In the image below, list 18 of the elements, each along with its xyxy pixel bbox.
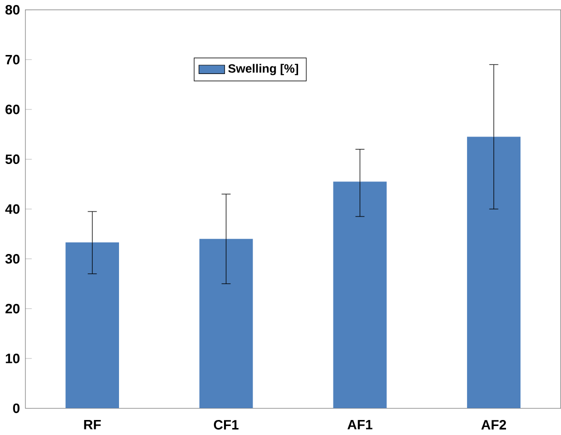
y-tick-label: 30 [5,254,20,264]
y-tick-label: 50 [5,154,20,164]
bar [199,239,253,408]
x-tick-label: CF1 [214,420,239,430]
x-tick-label: RF [84,420,101,430]
y-tick-label: 80 [5,5,20,15]
y-tick-label: 10 [6,354,20,364]
y-tick-label: 0 [13,404,20,414]
y-tick-label: 40 [5,204,20,214]
y-tick-label: 70 [6,55,20,65]
y-tick-label: 60 [6,104,20,114]
bar [66,242,120,408]
x-tick-label: AF1 [348,420,372,430]
x-tick-label: AF2 [481,420,506,430]
legend-label: Swelling [%] [228,64,298,76]
y-tick-label: 20 [5,304,20,314]
bar [467,137,521,408]
bar [333,182,387,408]
